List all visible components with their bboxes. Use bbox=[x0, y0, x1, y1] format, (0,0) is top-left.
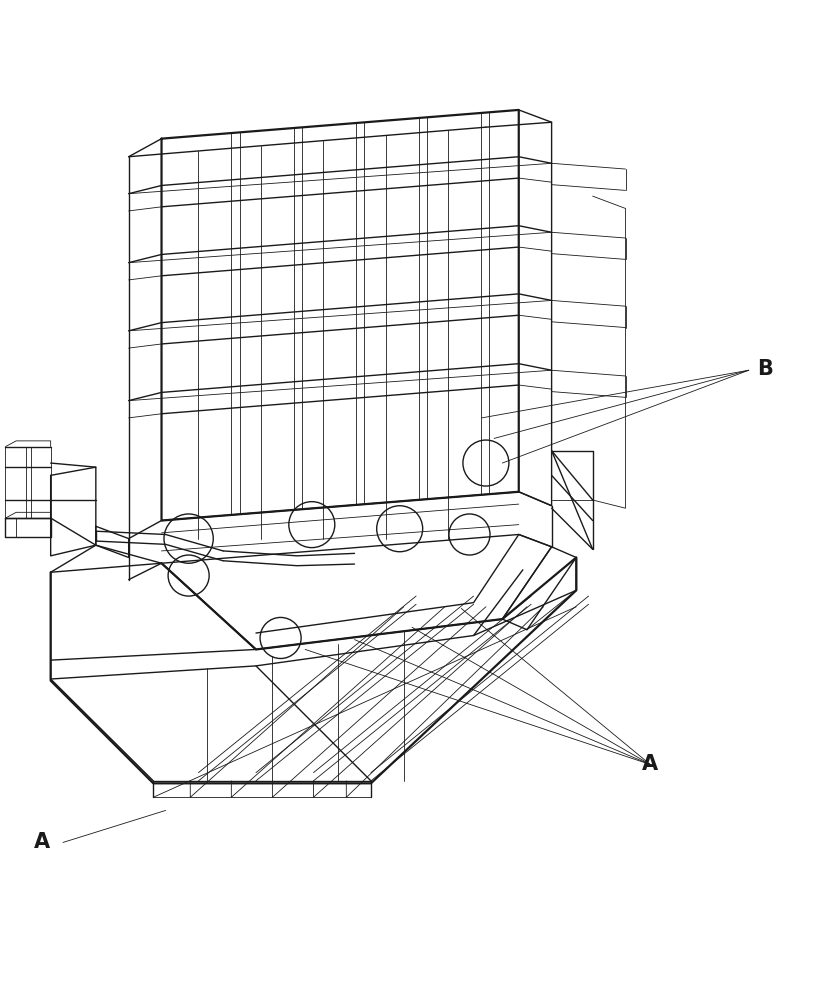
Text: A: A bbox=[642, 754, 658, 774]
Text: A: A bbox=[35, 832, 50, 852]
Text: B: B bbox=[757, 359, 773, 379]
